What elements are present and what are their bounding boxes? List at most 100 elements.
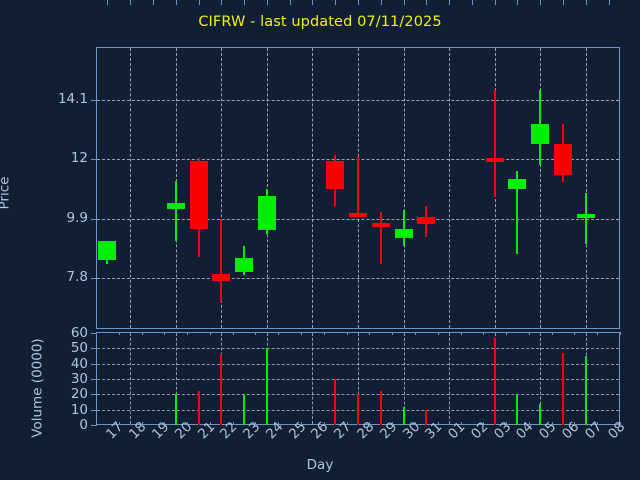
day-minor-tick <box>392 422 394 425</box>
day-minor-tick <box>414 332 416 335</box>
candle-body <box>349 213 367 218</box>
volume-tick <box>91 363 97 365</box>
day-minor-tick <box>278 422 280 425</box>
day-minor-tick <box>187 422 189 425</box>
day-minor-tick <box>96 332 97 335</box>
day-minor-tick <box>574 422 576 425</box>
volume-bar <box>174 394 177 425</box>
day-minor-tick <box>187 332 189 335</box>
candle-body <box>371 222 390 227</box>
day-minor-tick <box>118 422 120 425</box>
day-tick <box>266 0 268 5</box>
day-tick <box>380 0 382 5</box>
candle-wick <box>379 211 382 264</box>
day-tick <box>221 0 223 5</box>
day-tick <box>107 0 109 5</box>
day-minor-tick <box>323 332 325 335</box>
volume-tick-label: 0 <box>79 417 88 433</box>
day-minor-tick <box>164 332 166 335</box>
volume-bar <box>197 391 200 425</box>
day-tick <box>152 0 154 5</box>
day-gridline <box>403 333 405 424</box>
price-tick <box>91 159 97 161</box>
day-gridline <box>130 48 132 328</box>
candle-body <box>576 214 595 219</box>
volume-bar <box>493 337 496 425</box>
price-tick-label: 7.8 <box>66 269 88 285</box>
candle-wick <box>584 193 587 245</box>
day-minor-tick <box>551 422 553 425</box>
day-minor-tick <box>483 332 485 335</box>
volume-tick <box>91 379 97 380</box>
volume-bar <box>425 409 428 425</box>
day-minor-tick <box>141 422 143 425</box>
candle-body <box>257 196 276 230</box>
day-minor-tick <box>392 332 394 335</box>
candle-body <box>508 179 527 189</box>
price-tick-label: 9.9 <box>66 209 88 226</box>
volume-bar <box>334 379 337 425</box>
day-tick-label: 02 <box>467 418 492 443</box>
candle-body <box>166 203 185 209</box>
volume-tick <box>91 425 97 426</box>
day-minor-tick <box>209 332 211 335</box>
volume-tick-label: 60 <box>70 325 88 341</box>
day-tick <box>563 0 565 5</box>
day-minor-tick <box>597 332 599 335</box>
price-tick <box>91 100 97 101</box>
volume-tick <box>91 333 97 334</box>
volume-bar <box>516 394 519 425</box>
day-minor-tick <box>301 422 303 425</box>
day-minor-tick <box>278 332 280 335</box>
candle-body <box>554 143 573 175</box>
volume-bar <box>402 406 405 425</box>
day-minor-tick <box>255 332 257 335</box>
day-minor-tick <box>369 422 371 425</box>
day-minor-tick <box>597 422 599 425</box>
volume-tick-label: 20 <box>70 386 88 403</box>
day-tick <box>312 0 314 5</box>
day-tick <box>608 0 610 5</box>
volume-tick <box>91 394 97 396</box>
candle-wick <box>493 90 496 198</box>
day-gridline <box>312 48 314 328</box>
day-minor-tick <box>414 422 416 425</box>
day-tick <box>198 0 200 5</box>
day-minor-tick <box>620 422 621 425</box>
day-minor-tick <box>164 422 166 425</box>
day-gridline <box>403 48 405 328</box>
day-tick <box>426 0 428 5</box>
day-tick <box>175 0 177 5</box>
day-axis-label: Day <box>306 457 334 473</box>
day-minor-tick <box>346 332 348 335</box>
day-minor-tick <box>483 422 485 425</box>
candle-body <box>394 228 413 239</box>
day-tick-label: 17 <box>103 418 127 443</box>
day-tick <box>585 0 587 5</box>
day-gridline <box>449 48 451 328</box>
day-minor-tick <box>255 422 257 425</box>
volume-tick-label: 40 <box>70 355 88 372</box>
volume-bar <box>539 403 542 425</box>
price-tick-label: 14.1 <box>57 91 88 107</box>
day-tick <box>358 0 359 5</box>
volume-bar <box>243 394 246 425</box>
day-tick <box>449 0 451 5</box>
volume-bar <box>562 352 565 425</box>
day-gridline <box>175 333 177 424</box>
day-minor-tick <box>437 422 439 425</box>
day-gridline <box>312 333 314 424</box>
day-tick <box>244 0 246 5</box>
candle-wick <box>174 180 177 242</box>
day-minor-tick <box>346 422 348 425</box>
day-minor-tick <box>506 422 508 425</box>
price-plot-area <box>96 47 620 329</box>
day-tick <box>471 0 473 5</box>
price-tick-label: 12 <box>70 150 88 167</box>
day-minor-tick <box>620 332 621 335</box>
day-minor-tick <box>528 332 530 335</box>
day-minor-tick <box>437 332 439 335</box>
day-gridline <box>449 333 451 424</box>
volume-bar <box>220 354 223 425</box>
